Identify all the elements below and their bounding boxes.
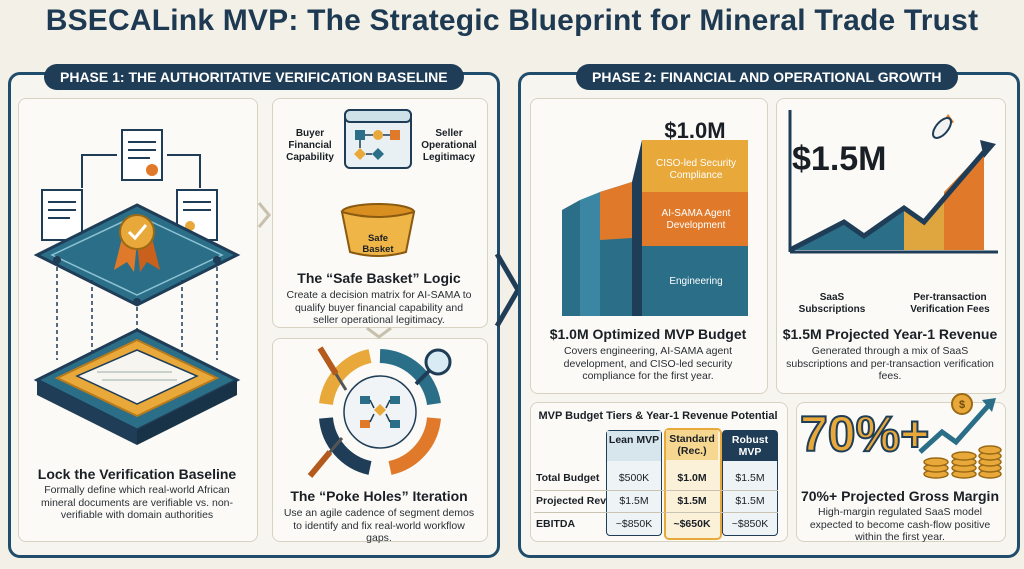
coins-growth-icon: $: [918, 393, 1002, 479]
baseline-heading: Lock the Verification Baseline: [37, 466, 237, 482]
row-label-rev: Projected Rev: [536, 495, 607, 507]
col-head-robust: Robust MVP: [723, 431, 777, 461]
budget-layer-engineering: Engineering: [669, 276, 723, 287]
budget-heading: $1.0M Optimized MVP Budget: [549, 326, 747, 342]
cell: ~$850K: [615, 518, 653, 530]
margin-heading: 70%+ Projected Gross Margin: [800, 488, 1000, 504]
matrix-left-label: Buyer Financial Capability: [286, 128, 334, 163]
probe-tool-icon: [307, 437, 344, 478]
revenue-label-saas: SaaS Subscriptions: [798, 292, 866, 315]
revenue-body: Generated through a mix of SaaS subscrip…: [786, 345, 994, 382]
chevron-down-icon: [366, 326, 392, 339]
revenue-heading: $1.5M Projected Year-1 Revenue: [782, 326, 998, 342]
safe-basket-body: Create a decision matrix for AI-SAMA to …: [286, 289, 472, 326]
iteration-cycle-icon: [307, 346, 452, 478]
svg-text:$: $: [959, 399, 965, 411]
col-head-lean: Lean MVP: [607, 431, 661, 461]
cell: $1.5M: [619, 495, 649, 507]
revenue-amount: $1.5M: [792, 140, 887, 178]
decision-matrix-icon: [344, 109, 412, 169]
cell: $1.0M: [677, 472, 707, 484]
tiers-heading: MVP Budget Tiers & Year-1 Revenue Potent…: [538, 410, 778, 422]
budget-total: $1.0M: [664, 118, 726, 143]
row-label-ebitda: EBITDA: [536, 518, 576, 530]
cell: ~$850K: [731, 518, 769, 530]
cell: $1.5M: [735, 472, 765, 484]
margin-big: 70%+: [799, 405, 930, 463]
phase2-tab: PHASE 2: FINANCIAL AND OPERATIONAL GROWT…: [576, 64, 958, 90]
tiers-row-divider: [534, 512, 778, 513]
budget-layer-agent: AI-SAMA Agent Development: [661, 208, 731, 231]
verification-medal-icon: [114, 214, 160, 272]
rocket-icon: [932, 114, 954, 139]
cell: ~$650K: [673, 518, 711, 530]
margin-body: High-margin regulated SaaS model expecte…: [809, 506, 991, 543]
row-label-budget: Total Budget: [536, 472, 600, 484]
cell: $1.5M: [677, 495, 707, 507]
revenue-label-fees: Per-transaction Verification Fees: [910, 292, 990, 315]
matrix-right-label: Seller Operational Legitimacy: [421, 128, 477, 163]
phase1-tab: PHASE 1: THE AUTHORITATIVE VERIFICATION …: [44, 64, 464, 90]
safe-basket-label: Safe Basket: [362, 233, 394, 255]
chevron-right-icon: [257, 202, 271, 228]
screwdriver-icon: [317, 346, 348, 391]
cell: $500K: [618, 472, 650, 484]
col-head-standard: Standard (Rec.): [666, 430, 718, 460]
budget-layer-security: CISO-led Security Compliance: [655, 158, 737, 181]
poke-holes-body: Use an agile cadence of segment demos to…: [283, 507, 475, 544]
safe-basket-heading: The “Safe Basket” Logic: [297, 270, 461, 286]
poke-holes-panel: [272, 338, 488, 542]
magnifier-icon: [414, 348, 452, 386]
verification-platform-illustration: [33, 129, 241, 445]
poke-holes-heading: The “Poke Holes” Iteration: [290, 488, 468, 504]
tiers-row-divider: [534, 490, 778, 491]
revenue-growth-chart: [788, 110, 998, 254]
budget-stack-chart: [562, 140, 748, 316]
budget-body: Covers engineering, AI-SAMA agent develo…: [563, 345, 733, 382]
page-title: BSECALink MVP: The Strategic Blueprint f…: [45, 4, 979, 37]
baseline-body: Formally define which real-world African…: [40, 484, 233, 521]
cell: $1.5M: [735, 495, 765, 507]
safe-basket-icon: [340, 203, 416, 257]
